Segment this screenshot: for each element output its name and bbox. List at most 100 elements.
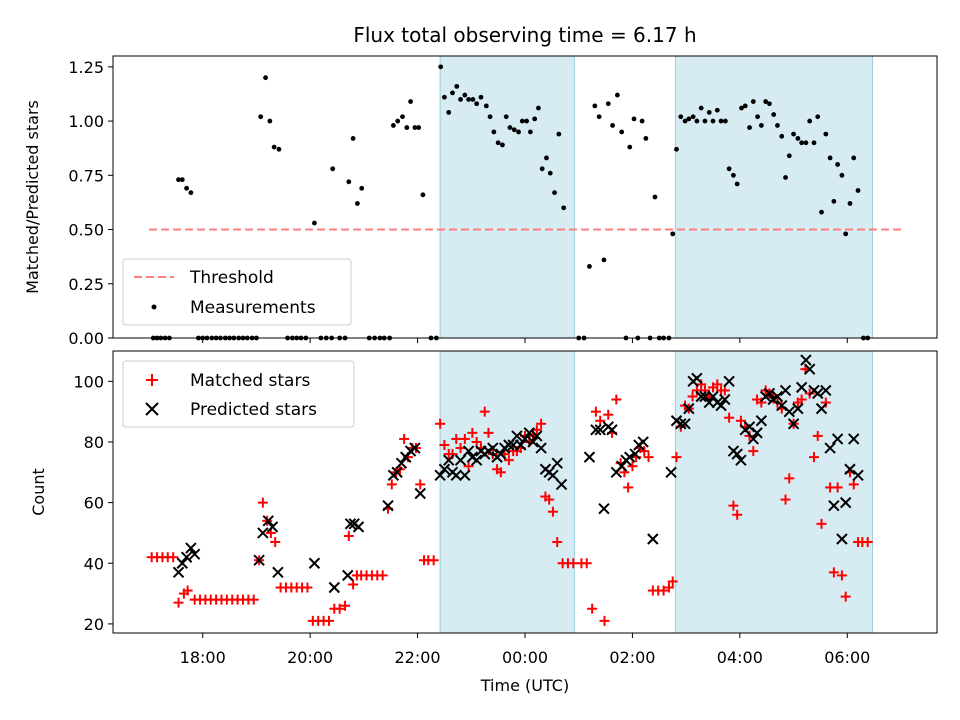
matched-star-point (248, 594, 259, 605)
predicted-star-point (262, 515, 274, 527)
measurement-point (355, 201, 360, 206)
measurement-point (610, 123, 615, 128)
measurement-point (539, 166, 545, 172)
predicted-star-point (719, 393, 731, 406)
measurement-point (652, 194, 658, 200)
x-tick-label: 22:00 (395, 648, 441, 667)
measurement-point (619, 129, 625, 135)
measurement-point (839, 172, 845, 178)
measurement-point (532, 116, 538, 122)
measurement-point (592, 103, 598, 109)
predicted-star-point (820, 384, 832, 397)
matched-star-point (627, 461, 638, 472)
measurement-point (312, 220, 317, 226)
predicted-star-point (531, 430, 543, 442)
predicted-star-point (776, 399, 788, 412)
matched-star-point (544, 494, 555, 505)
matched-star-point (643, 452, 654, 463)
predicted-star-point (715, 399, 727, 412)
matched-star-point (463, 461, 474, 472)
measurement-point (722, 118, 728, 124)
measurement-point (702, 118, 708, 124)
measurement-point (775, 123, 780, 128)
measurement-point (416, 125, 422, 130)
matched-star-point (671, 452, 682, 463)
measurement-point (350, 136, 356, 141)
matched-star-point (696, 379, 707, 390)
measurement-point (404, 125, 410, 130)
predicted-star-point (637, 436, 649, 448)
predicted-star-point (495, 448, 507, 460)
predicted-star-point (707, 390, 719, 403)
measurement-point (587, 264, 592, 269)
predicted-star-point (454, 454, 467, 466)
measurement-point (503, 114, 509, 120)
predicted-star-point (723, 375, 735, 388)
matched-star-point (599, 615, 610, 626)
predicted-star-point (665, 466, 677, 478)
matched-star-point (479, 406, 490, 417)
measurement-point (536, 105, 541, 111)
x-tick-label: 02:00 (609, 648, 655, 667)
measurement-point (767, 101, 772, 107)
measurement-point (412, 125, 418, 130)
predicted-star-point (852, 469, 864, 482)
predicted-star-point (812, 387, 824, 400)
predicted-star-point (839, 496, 852, 509)
x-tick-label: 04:00 (717, 648, 763, 667)
count-points (146, 354, 873, 626)
measurement-point (731, 172, 736, 178)
bottom-y-axis-label: Count (29, 468, 48, 516)
matched-star-point (340, 600, 351, 611)
predicted-star-point (328, 581, 341, 594)
measurement-point (420, 192, 426, 198)
measurement-point (330, 166, 336, 172)
predicted-star-point (266, 521, 279, 533)
legend-measurements-swatch (151, 304, 157, 310)
top-legend: Threshold Measurements (122, 258, 352, 326)
shaded-interval-1 (439, 350, 575, 634)
top-panel: 0.00 0.25 0.50 0.75 1.00 1.25 Matched/Predict… (23, 55, 938, 348)
matched-star-point (812, 430, 823, 441)
predicted-star-point (434, 469, 446, 482)
measurement-point (819, 209, 824, 215)
measurement-point (763, 99, 769, 104)
predicted-star-point (695, 390, 707, 403)
legend-threshold-label: Threshold (189, 268, 274, 288)
top-y-ticks: 0.00 0.25 0.50 0.75 1.00 1.25 (68, 58, 113, 348)
matched-star-point (719, 385, 730, 396)
matched-star-point (724, 412, 735, 423)
matched-star-point (832, 482, 843, 493)
legend-matched-label: Matched stars (190, 371, 310, 391)
predicted-star-point (272, 566, 284, 579)
matched-star-point (536, 418, 547, 429)
measurement-point (442, 94, 447, 100)
predicted-star-point (824, 442, 836, 454)
matched-star-point (728, 500, 739, 511)
matched-star-point (590, 406, 601, 417)
predicted-star-point (188, 548, 201, 560)
matched-star-point (796, 394, 807, 405)
predicted-star-point (180, 551, 193, 563)
matched-star-point (455, 443, 466, 454)
measurement-point (458, 96, 463, 102)
predicted-star-point (743, 421, 756, 433)
shaded-interval-2 (674, 55, 874, 339)
predicted-star-point (831, 433, 844, 445)
shaded-interval-1 (439, 55, 575, 339)
measurement-point (519, 118, 525, 124)
matched-star-point (687, 391, 698, 402)
measurement-point (346, 179, 352, 185)
measurement-point (674, 146, 679, 152)
matched-star-point (386, 479, 397, 490)
matched-star-point (820, 397, 831, 408)
measurement-point (710, 118, 716, 124)
y-tick-label: 100 (73, 372, 104, 391)
measurement-point (791, 131, 796, 137)
matched-star-point (784, 473, 795, 484)
measurement-point (605, 101, 611, 107)
measurement-point (815, 114, 821, 120)
measurement-point (718, 118, 724, 124)
predicted-star-point (459, 469, 471, 482)
matched-star-point (595, 415, 606, 426)
